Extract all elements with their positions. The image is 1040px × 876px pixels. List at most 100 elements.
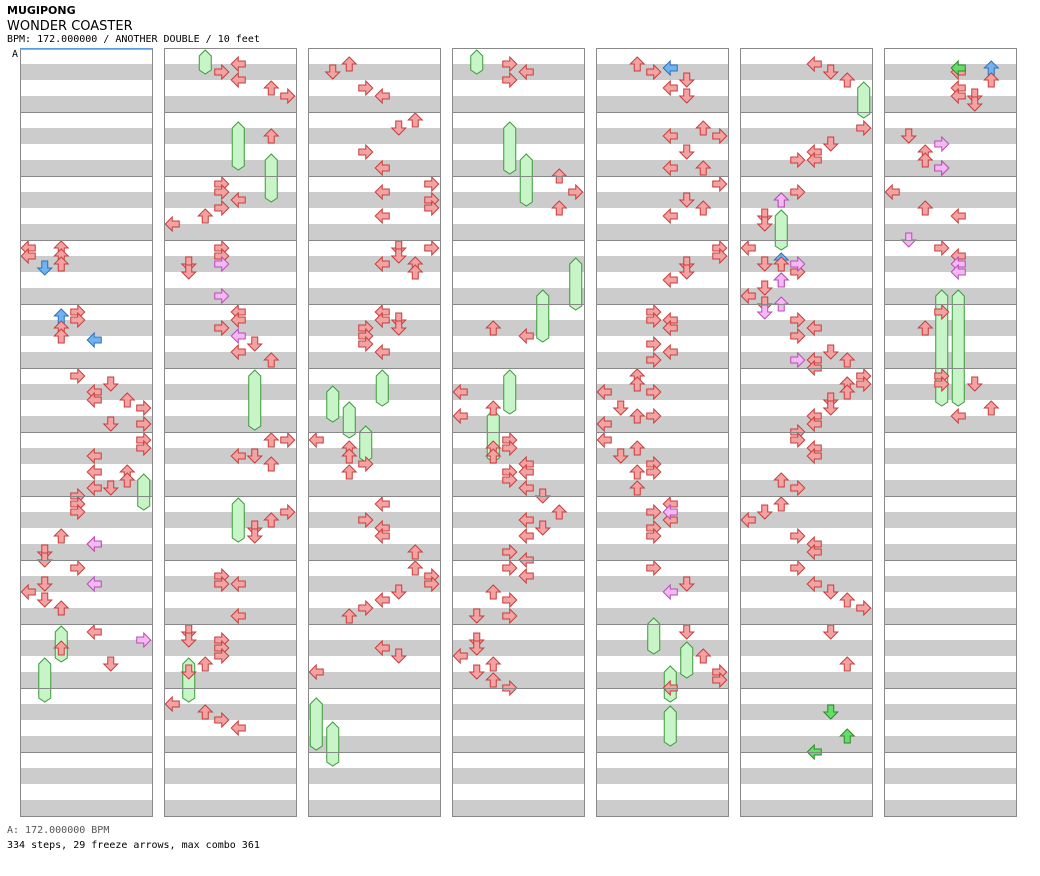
down-arrow-note: [678, 72, 695, 88]
freeze-arrow: [375, 369, 389, 407]
beat-stripe: [20, 256, 152, 272]
beat-stripe: [884, 320, 1016, 336]
up-arrow-note: [263, 352, 280, 368]
right-arrow-note: [790, 527, 806, 545]
up-arrow-note: [629, 440, 646, 456]
down-arrow-note: [678, 192, 695, 208]
right-arrow-note: [856, 119, 872, 137]
left-arrow-note: [230, 719, 246, 737]
up-arrow-note: [695, 160, 712, 176]
right-arrow-note: [358, 511, 374, 529]
left-arrow-note: [950, 263, 966, 281]
beat-stripe: [884, 736, 1016, 752]
freeze-arrow: [137, 473, 151, 511]
up-arrow-note: [407, 112, 424, 128]
beat-stripe: [308, 640, 440, 656]
beat-stripe: [308, 96, 440, 112]
up-arrow-note: [695, 648, 712, 664]
left-arrow-note: [230, 447, 246, 465]
beat-stripe: [308, 288, 440, 304]
left-arrow-note: [374, 311, 390, 329]
beat-stripe: [740, 544, 872, 560]
song-title: WONDER COASTER: [7, 19, 133, 34]
beat-stripe: [884, 384, 1016, 400]
left-arrow-note: [374, 87, 390, 105]
right-arrow-note: [790, 183, 806, 201]
up-arrow-note: [629, 480, 646, 496]
beat-stripe: [20, 96, 152, 112]
beat-stripe: [452, 512, 584, 528]
down-arrow-note: [756, 216, 773, 232]
right-arrow-note: [646, 383, 662, 401]
beat-stripe: [884, 192, 1016, 208]
left-arrow-note: [806, 415, 822, 433]
beat-stripe: [308, 128, 440, 144]
left-arrow-note: [662, 319, 678, 337]
left-arrow-note: [86, 391, 102, 409]
left-arrow-note: [950, 407, 966, 425]
right-arrow-note: [568, 183, 584, 201]
down-arrow-note: [756, 504, 773, 520]
beat-stripe: [164, 352, 296, 368]
right-arrow-note: [502, 71, 518, 89]
freeze-arrow: [359, 425, 373, 463]
beat-stripe: [596, 64, 728, 80]
left-arrow-note: [950, 59, 966, 77]
beat-stripe: [740, 448, 872, 464]
down-arrow-note: [390, 320, 407, 336]
beat-stripe: [308, 416, 440, 432]
beat-stripe: [20, 480, 152, 496]
left-arrow-note: [518, 511, 534, 529]
up-arrow-note: [485, 656, 502, 672]
beat-stripe: [20, 608, 152, 624]
left-arrow-note: [662, 59, 678, 77]
beat-stripe: [884, 256, 1016, 272]
beat-stripe: [596, 448, 728, 464]
down-arrow-note: [822, 624, 839, 640]
left-arrow-note: [230, 607, 246, 625]
right-arrow-note: [502, 543, 518, 561]
bpm-footer: A: 172.000000 BPM: [7, 825, 110, 836]
right-arrow-note: [646, 351, 662, 369]
beat-stripe: [596, 544, 728, 560]
up-arrow-note: [983, 72, 1000, 88]
freeze-arrow: [38, 657, 52, 703]
beat-stripe: [164, 640, 296, 656]
beat-stripe: [884, 608, 1016, 624]
beat-stripe: [884, 704, 1016, 720]
beat-stripe: [20, 64, 152, 80]
beat-stripe: [20, 128, 152, 144]
up-arrow-note: [53, 600, 70, 616]
right-arrow-note: [502, 591, 518, 609]
freeze-arrow: [569, 257, 583, 311]
down-arrow-note: [36, 592, 53, 608]
up-arrow-note: [773, 496, 790, 512]
down-arrow-note: [900, 128, 917, 144]
left-arrow-note: [86, 331, 102, 349]
right-arrow-note: [646, 335, 662, 353]
chart-column-3: [308, 48, 441, 817]
left-arrow-note: [374, 343, 390, 361]
down-arrow-note: [102, 480, 119, 496]
down-arrow-note: [822, 64, 839, 80]
right-arrow-note: [358, 79, 374, 97]
left-arrow-note: [86, 535, 102, 553]
beat-stripe: [164, 256, 296, 272]
left-arrow-note: [662, 343, 678, 361]
left-arrow-note: [662, 79, 678, 97]
beat-stripe: [884, 672, 1016, 688]
beat-stripe: [20, 800, 152, 816]
freeze-arrow: [231, 121, 245, 171]
beat-stripe: [884, 768, 1016, 784]
up-arrow-note: [263, 432, 280, 448]
left-arrow-note: [596, 431, 612, 449]
beat-stripe: [452, 800, 584, 816]
beat-stripe: [308, 352, 440, 368]
up-arrow-note: [53, 256, 70, 272]
beat-stripe: [308, 384, 440, 400]
up-arrow-note: [341, 608, 358, 624]
right-arrow-note: [70, 311, 86, 329]
up-arrow-note: [629, 408, 646, 424]
beat-stripe: [884, 352, 1016, 368]
up-arrow-note: [773, 192, 790, 208]
